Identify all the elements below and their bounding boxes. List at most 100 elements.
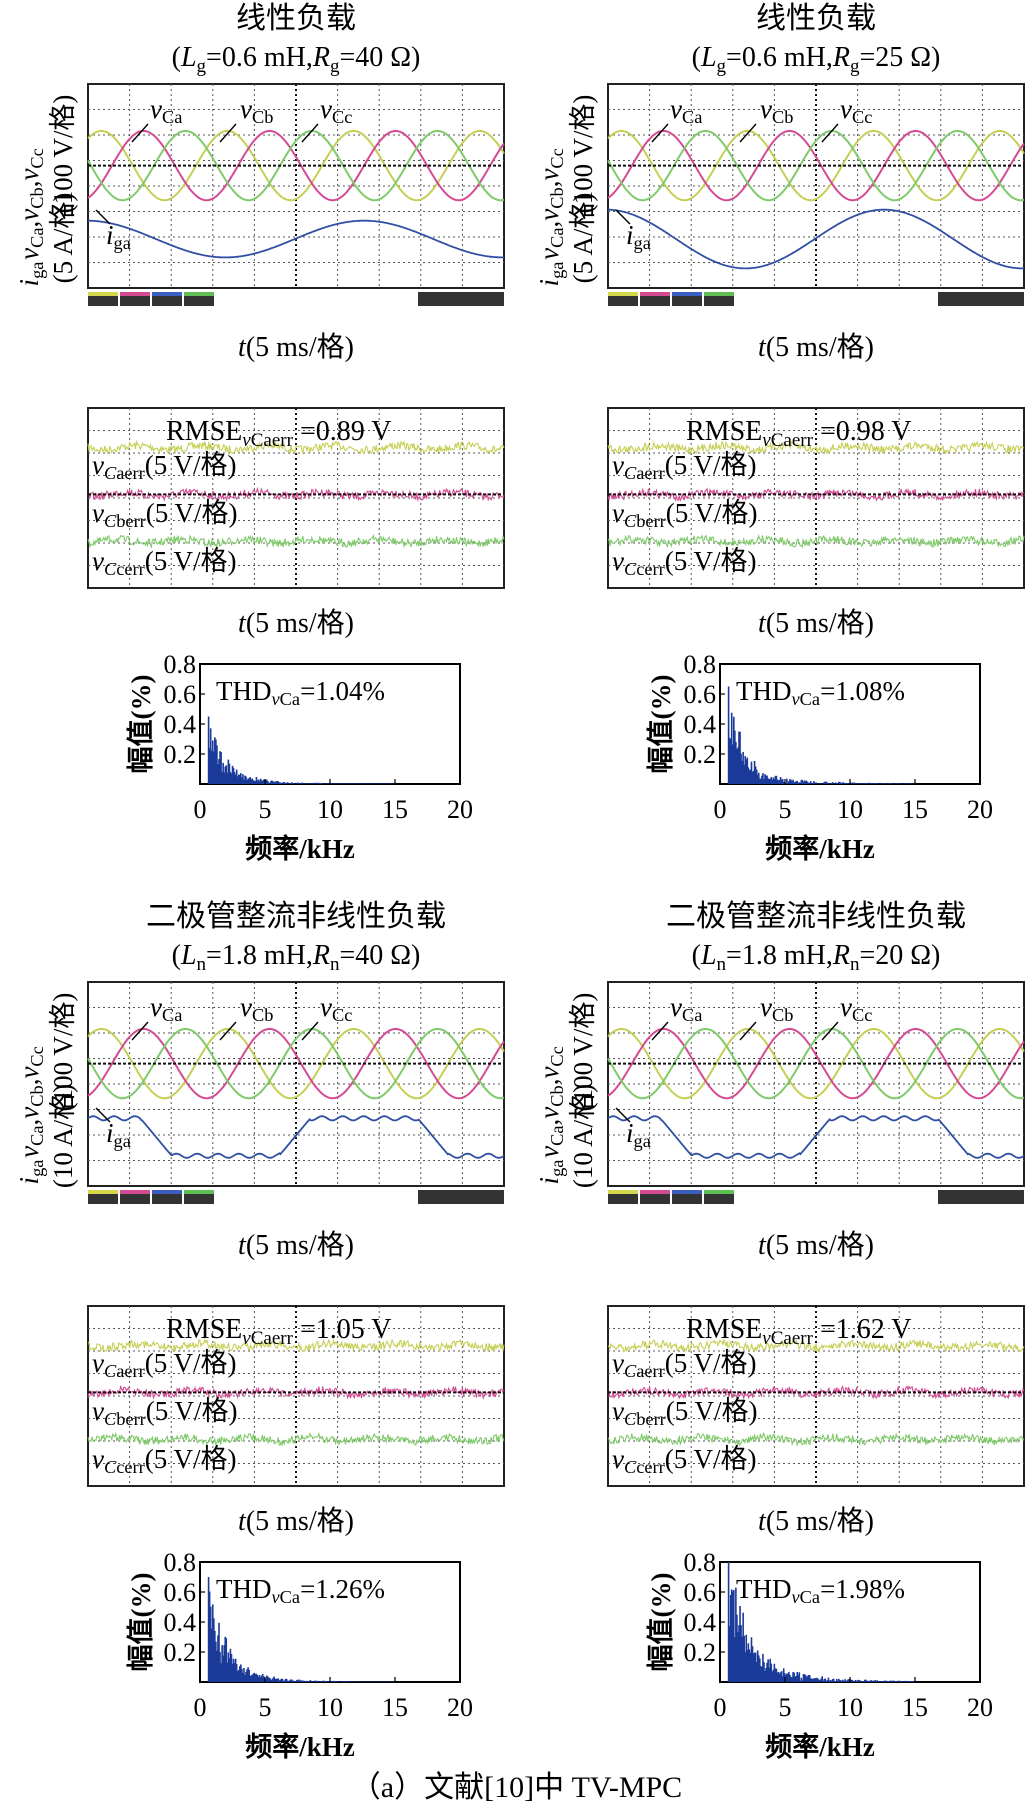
spectrum-bar bbox=[764, 774, 766, 784]
spectrum-bar bbox=[223, 1645, 225, 1682]
spectrum-bar bbox=[801, 780, 804, 784]
error-trace-b bbox=[87, 1384, 505, 1400]
spectrum-bar bbox=[231, 1663, 234, 1682]
spectrum-bar bbox=[883, 1680, 886, 1682]
spectrum-bar bbox=[823, 781, 826, 784]
spectrum-bar bbox=[304, 1681, 307, 1682]
spectrum-bar bbox=[788, 781, 790, 784]
spectrum-bar bbox=[863, 783, 865, 784]
spectrum-bar bbox=[780, 1671, 783, 1682]
scope-status-trigger bbox=[938, 1190, 1024, 1204]
spectrum-bar bbox=[337, 1681, 340, 1682]
spectrum-bar bbox=[215, 1641, 217, 1682]
spectrum-bar bbox=[255, 776, 258, 784]
spectrum-bar bbox=[833, 1681, 836, 1682]
spectrum-bar bbox=[284, 783, 287, 784]
spectrum-bar bbox=[797, 783, 800, 784]
spectrum-bar bbox=[826, 1680, 829, 1682]
spectrum-xtick-label: 0 bbox=[714, 1693, 727, 1722]
time-axis-label: t(5 ms/格) bbox=[238, 331, 354, 363]
spectrum-bar bbox=[769, 779, 771, 784]
spectrum-bar bbox=[791, 1677, 793, 1682]
iga-pointer bbox=[95, 209, 111, 225]
spectrum-bar bbox=[792, 1672, 794, 1682]
spectrum-bar bbox=[310, 1681, 313, 1682]
spectrum-xtick-label: 5 bbox=[259, 795, 272, 824]
spectrum-bar bbox=[271, 1679, 273, 1682]
spectrum-bar bbox=[341, 1681, 344, 1682]
spectrum-bar bbox=[822, 1680, 825, 1682]
rmse-label: RMSEvCaerr =1.62 V bbox=[686, 1314, 911, 1349]
spectrum-bar bbox=[770, 1663, 773, 1682]
spectrum-bar bbox=[324, 1680, 326, 1682]
spectrum-bar bbox=[281, 1678, 284, 1682]
spectrum-bar bbox=[808, 782, 811, 784]
spectrum-bar bbox=[273, 1676, 275, 1682]
iga-waveform bbox=[607, 1115, 1025, 1159]
spectrum-bar bbox=[753, 760, 756, 784]
spectrum-bar bbox=[326, 1681, 328, 1682]
spectrum-bar bbox=[211, 1604, 214, 1682]
spectrum-bar bbox=[806, 1675, 809, 1682]
spectrum-bar bbox=[859, 1680, 862, 1682]
vcc-waveform bbox=[87, 1027, 505, 1100]
spectrum-bar bbox=[271, 780, 273, 784]
scope-status-color bbox=[608, 292, 638, 296]
spectrum-bar bbox=[759, 778, 761, 784]
spectrum-bar bbox=[345, 1681, 347, 1682]
spectrum-bar bbox=[207, 716, 210, 784]
spectrum-bar bbox=[340, 783, 343, 784]
spectrum-bar bbox=[734, 730, 736, 784]
spectrum-bar bbox=[856, 783, 859, 784]
spectrum-ytick-label: 0.6 bbox=[684, 1578, 717, 1607]
current-scale-label: (5 A/格) bbox=[48, 193, 78, 284]
spectrum-bar bbox=[839, 781, 841, 784]
figure-caption: （a）文献[10]中 TV-MPC bbox=[350, 1771, 683, 1804]
spectrum-bar bbox=[357, 783, 360, 784]
spectrum-bar bbox=[908, 1681, 911, 1682]
error-trace-b bbox=[87, 486, 505, 503]
spectrum-bar bbox=[837, 783, 839, 784]
spectrum-bar bbox=[317, 1680, 319, 1682]
vcc-pointer bbox=[821, 1021, 839, 1041]
vcb-label: vCb bbox=[240, 94, 273, 127]
vca-waveform bbox=[87, 129, 505, 202]
spectrum-bar bbox=[301, 782, 303, 784]
spectrum-bar bbox=[233, 1662, 236, 1682]
spectrum-bar bbox=[812, 783, 814, 784]
spectrum-ytick-label: 0.4 bbox=[684, 1608, 717, 1637]
spectrum-bar bbox=[344, 783, 346, 784]
spectrum-bar bbox=[220, 751, 222, 784]
spectrum-bar bbox=[781, 1676, 784, 1682]
panel-4: 二极管整流非线性负载 (Ln=1.8 mH,Rn=20 Ω) vCa vCb vCc ig… bbox=[534, 900, 1025, 1762]
spectrum-bar bbox=[733, 1590, 735, 1682]
spectrum-bar bbox=[785, 1675, 787, 1682]
spectrum-bar bbox=[741, 761, 743, 784]
spectrum-bar bbox=[885, 1680, 888, 1682]
spectrum-bar bbox=[787, 1673, 789, 1682]
error-label-2: vCberr(5 V/格) bbox=[92, 1396, 238, 1429]
spectrum-bar bbox=[251, 778, 254, 784]
spectrum-bar bbox=[848, 1679, 851, 1682]
spectrum-bar bbox=[872, 1681, 874, 1682]
spectrum-bar bbox=[286, 1680, 289, 1682]
spectrum-bar bbox=[805, 1677, 808, 1682]
spectrum-bar bbox=[845, 1681, 847, 1682]
spectrum-bar bbox=[311, 1681, 314, 1682]
panel-3: 二极管整流非线性负载 (Ln=1.8 mH,Rn=40 Ω) vCa vCb vCc ig… bbox=[14, 900, 505, 1762]
spectrum-bars bbox=[727, 1562, 916, 1682]
spectrum-bar bbox=[265, 1678, 267, 1682]
error-trace-c bbox=[607, 533, 1025, 549]
spectrum-bar bbox=[353, 783, 355, 784]
spectrum-bar bbox=[213, 751, 215, 784]
spectrum-bar bbox=[875, 783, 878, 784]
current-scale-label: (10 A/格) bbox=[48, 1084, 78, 1188]
spectrum-bar bbox=[845, 782, 847, 784]
spectrum-bar bbox=[764, 1670, 766, 1682]
panel-title: 线性负载 bbox=[236, 2, 356, 35]
spectrum-bar bbox=[231, 765, 234, 784]
spectrum-bar bbox=[217, 764, 219, 784]
spectrum-bar bbox=[869, 783, 871, 784]
spectrum-bar bbox=[876, 783, 879, 784]
spectrum-bar bbox=[247, 778, 249, 784]
